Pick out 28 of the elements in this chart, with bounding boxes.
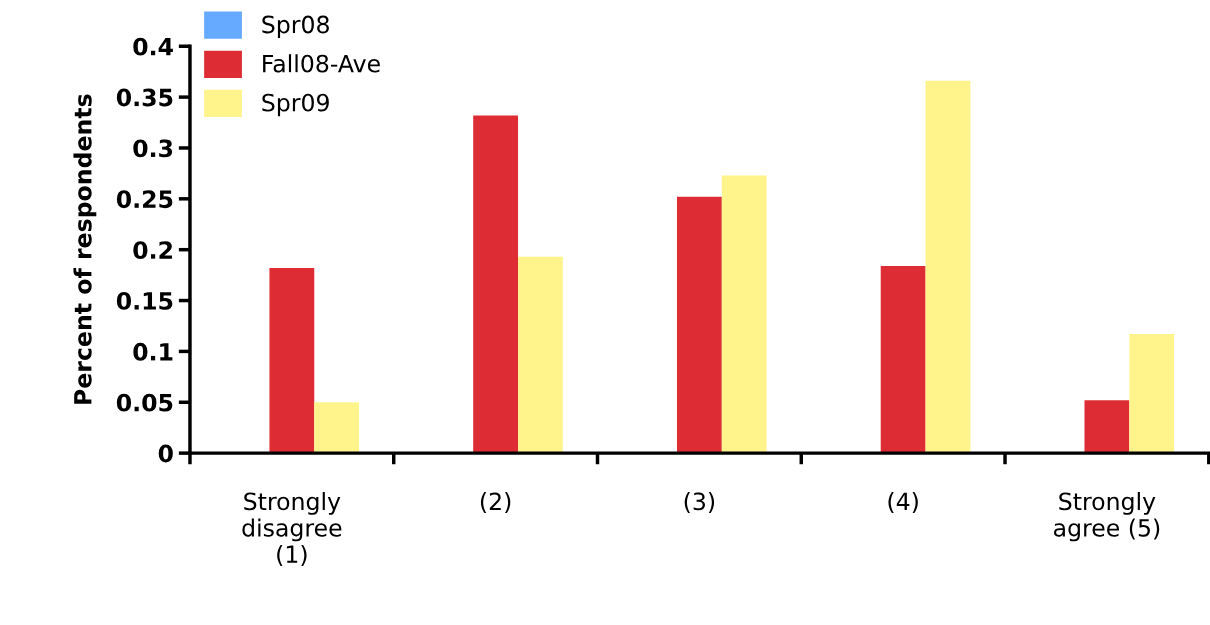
x-tick-label: (2) bbox=[480, 492, 511, 514]
bar bbox=[676, 196, 722, 454]
y-tick-label: 0.25 bbox=[116, 190, 173, 209]
y-tick-label: 0.2 bbox=[133, 241, 172, 259]
bar bbox=[314, 402, 360, 454]
x-tick-label: Strongly disagree (1) bbox=[242, 492, 342, 566]
y-tick-label: 0.1 bbox=[133, 342, 173, 361]
bar bbox=[473, 115, 519, 454]
y-tick-label: 0.4 bbox=[133, 37, 173, 56]
x-tick-label: (3) bbox=[684, 492, 715, 514]
bar bbox=[1084, 400, 1130, 454]
bar bbox=[269, 268, 315, 454]
y-tick-label: 0.35 bbox=[116, 88, 173, 107]
y-tick-label: 0.05 bbox=[116, 393, 173, 412]
legend-label: Spr08 bbox=[262, 15, 329, 38]
y-tick-label: 0 bbox=[158, 444, 173, 463]
legend-label: Spr09 bbox=[262, 93, 329, 117]
bar bbox=[721, 175, 767, 454]
y-axis-title: Percent of respondents bbox=[73, 94, 97, 404]
bar bbox=[1129, 334, 1175, 454]
legend-label: Fall08-Ave bbox=[263, 54, 380, 73]
bar bbox=[880, 265, 926, 454]
x-tick-label: Strongly agree (5) bbox=[1054, 492, 1160, 542]
y-tick-label: 0.3 bbox=[133, 139, 173, 158]
x-tick-label: (4) bbox=[888, 492, 918, 514]
bar bbox=[925, 80, 971, 454]
bar bbox=[518, 256, 563, 454]
y-tick-label: 0.15 bbox=[116, 291, 173, 310]
